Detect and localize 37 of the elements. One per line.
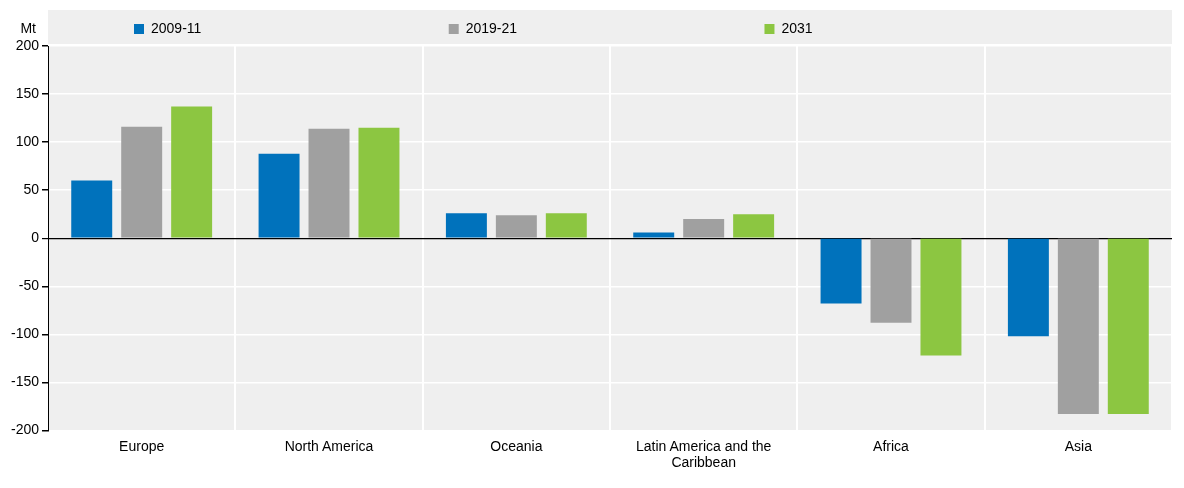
bar <box>633 232 675 238</box>
bar <box>1107 238 1149 415</box>
bar <box>920 238 962 356</box>
bar <box>1057 238 1099 415</box>
bar <box>495 215 537 238</box>
bar <box>121 126 163 238</box>
bar <box>683 218 725 238</box>
x-tick-label: Latin America and the Caribbean <box>635 437 772 471</box>
x-tick-label: North America <box>284 437 374 454</box>
y-axis-title: Mt <box>20 19 37 36</box>
bar <box>733 214 775 238</box>
x-tick-label: Oceania <box>490 437 543 454</box>
y-tick-label: 150 <box>15 84 40 101</box>
bar <box>71 180 113 238</box>
y-tick-label: 0 <box>31 229 40 246</box>
bar <box>445 213 487 238</box>
y-tick-label: -100 <box>10 325 40 342</box>
bar <box>258 153 300 238</box>
bar <box>171 106 213 238</box>
bar <box>308 128 350 238</box>
y-tick-label: -150 <box>10 373 40 390</box>
bar <box>820 238 862 304</box>
bar <box>545 213 587 238</box>
y-tick-label: 100 <box>15 132 40 149</box>
x-tick-label: Africa <box>873 437 910 454</box>
y-tick-label: 200 <box>15 36 40 53</box>
y-tick-label: -200 <box>10 421 40 438</box>
y-tick-label: -50 <box>18 277 40 294</box>
bar <box>870 238 912 323</box>
legend-label: 2009-11 <box>151 19 435 36</box>
x-tick-label: Europe <box>119 437 165 454</box>
bar <box>1007 238 1049 337</box>
bar <box>358 127 400 238</box>
legend-label: 2031 <box>781 19 1047 36</box>
y-tick-label: 50 <box>23 181 40 198</box>
legend-label: 2019-21 <box>465 19 751 36</box>
x-tick-label: Asia <box>1064 437 1093 454</box>
